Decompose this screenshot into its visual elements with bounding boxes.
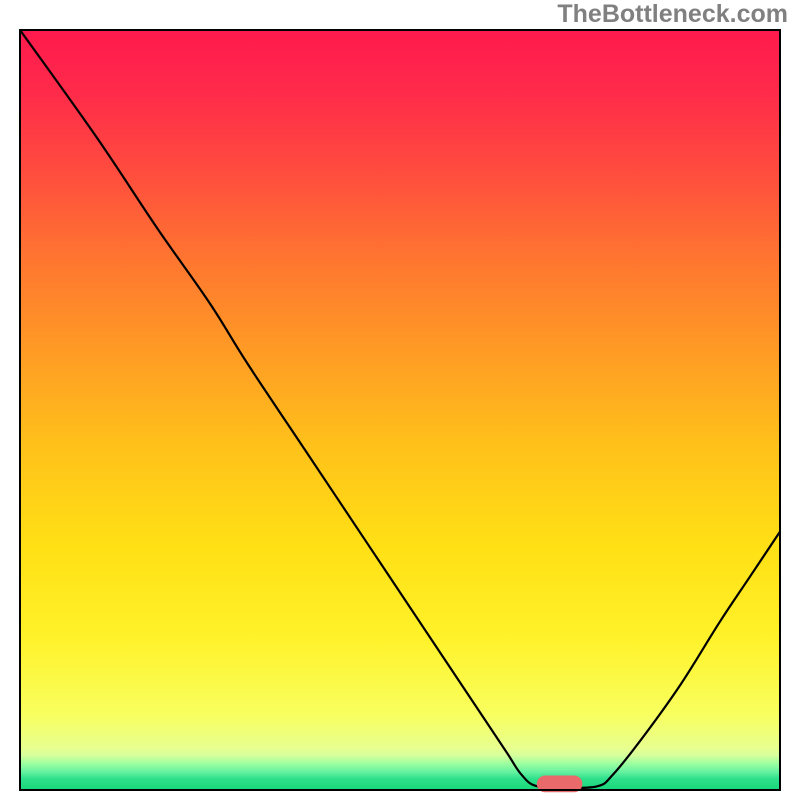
watermark-label: TheBottleneck.com xyxy=(557,0,788,29)
bottleneck-chart xyxy=(0,0,800,800)
gradient-background xyxy=(20,30,780,790)
plot-area xyxy=(20,30,780,792)
